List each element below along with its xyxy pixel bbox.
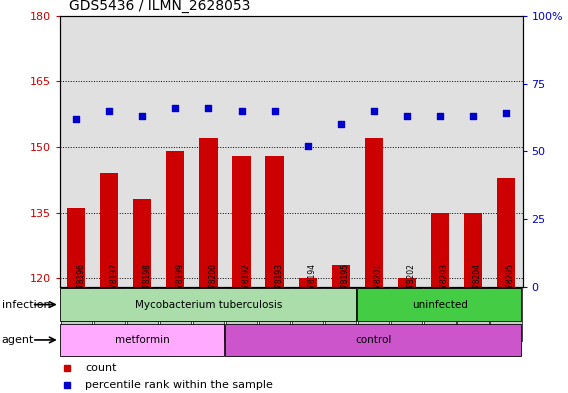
FancyBboxPatch shape bbox=[94, 288, 125, 341]
Text: GSM1378198: GSM1378198 bbox=[143, 263, 151, 314]
FancyBboxPatch shape bbox=[490, 288, 521, 341]
Text: uninfected: uninfected bbox=[412, 299, 468, 310]
Bar bbox=[265, 156, 283, 287]
Bar bbox=[398, 278, 416, 287]
Text: GSM1378197: GSM1378197 bbox=[109, 263, 118, 314]
Text: GSM1378205: GSM1378205 bbox=[506, 263, 515, 314]
Text: agent: agent bbox=[2, 335, 34, 345]
FancyBboxPatch shape bbox=[127, 288, 158, 341]
FancyBboxPatch shape bbox=[358, 288, 390, 341]
FancyBboxPatch shape bbox=[325, 288, 356, 341]
FancyBboxPatch shape bbox=[60, 288, 356, 321]
Point bbox=[105, 107, 114, 114]
Text: GSM1378204: GSM1378204 bbox=[473, 263, 482, 314]
Text: percentile rank within the sample: percentile rank within the sample bbox=[85, 380, 273, 390]
Point bbox=[502, 110, 511, 116]
Text: GSM1378200: GSM1378200 bbox=[208, 263, 218, 314]
Text: GSM1378203: GSM1378203 bbox=[440, 263, 449, 314]
Point bbox=[435, 113, 444, 119]
Point bbox=[336, 121, 345, 127]
FancyBboxPatch shape bbox=[225, 324, 521, 356]
FancyBboxPatch shape bbox=[226, 288, 257, 341]
FancyBboxPatch shape bbox=[424, 288, 456, 341]
Bar bbox=[299, 278, 317, 287]
FancyBboxPatch shape bbox=[61, 288, 92, 341]
Text: GSM1378195: GSM1378195 bbox=[341, 263, 350, 314]
FancyBboxPatch shape bbox=[60, 324, 224, 356]
Text: GSM1378194: GSM1378194 bbox=[308, 263, 316, 314]
Text: control: control bbox=[356, 335, 392, 345]
FancyBboxPatch shape bbox=[357, 288, 521, 321]
Point bbox=[138, 113, 147, 119]
Text: GDS5436 / ILMN_2628053: GDS5436 / ILMN_2628053 bbox=[69, 0, 250, 13]
FancyBboxPatch shape bbox=[292, 288, 323, 341]
Bar bbox=[332, 265, 350, 287]
Text: metformin: metformin bbox=[115, 335, 170, 345]
Text: GSM1378192: GSM1378192 bbox=[241, 263, 250, 314]
Text: GSM1378202: GSM1378202 bbox=[407, 263, 416, 314]
Bar bbox=[431, 213, 449, 287]
Text: GSM1378201: GSM1378201 bbox=[374, 263, 383, 314]
Text: GSM1378193: GSM1378193 bbox=[274, 263, 283, 314]
Bar bbox=[497, 178, 515, 287]
Bar bbox=[133, 199, 152, 287]
Point bbox=[72, 116, 81, 122]
Bar bbox=[67, 208, 85, 287]
Bar bbox=[365, 138, 383, 287]
FancyBboxPatch shape bbox=[193, 288, 224, 341]
Point bbox=[171, 105, 180, 111]
Point bbox=[204, 105, 213, 111]
Text: count: count bbox=[85, 362, 116, 373]
FancyBboxPatch shape bbox=[457, 288, 488, 341]
Point bbox=[369, 107, 378, 114]
FancyBboxPatch shape bbox=[259, 288, 290, 341]
Point bbox=[237, 107, 246, 114]
Point bbox=[270, 107, 279, 114]
Point bbox=[303, 143, 312, 149]
Point bbox=[469, 113, 478, 119]
FancyBboxPatch shape bbox=[391, 288, 423, 341]
Text: Mycobacterium tuberculosis: Mycobacterium tuberculosis bbox=[135, 299, 282, 310]
Bar bbox=[100, 173, 118, 287]
Bar bbox=[199, 138, 218, 287]
Bar bbox=[464, 213, 482, 287]
Bar bbox=[166, 151, 185, 287]
FancyBboxPatch shape bbox=[160, 288, 191, 341]
Bar bbox=[232, 156, 250, 287]
Text: GSM1378199: GSM1378199 bbox=[176, 263, 185, 314]
Text: infection: infection bbox=[2, 299, 51, 310]
Text: GSM1378196: GSM1378196 bbox=[76, 263, 85, 314]
Point bbox=[402, 113, 411, 119]
